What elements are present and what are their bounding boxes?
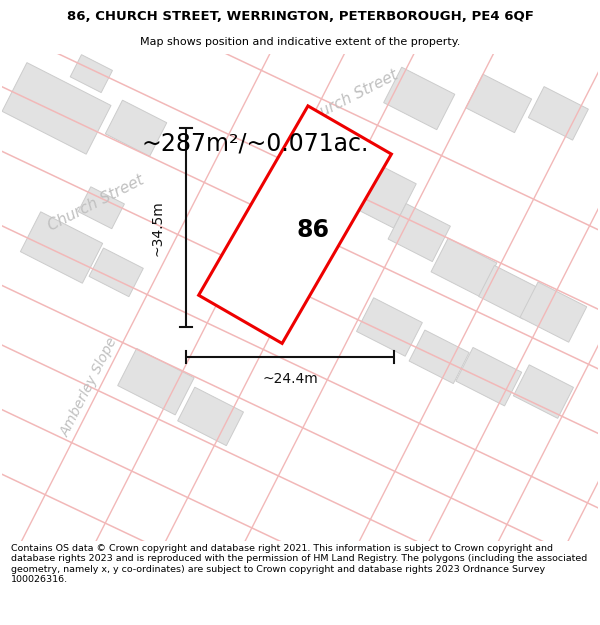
Text: 86, CHURCH STREET, WERRINGTON, PETERBOROUGH, PE4 6QF: 86, CHURCH STREET, WERRINGTON, PETERBORO… (67, 9, 533, 22)
Polygon shape (70, 54, 112, 92)
Polygon shape (409, 330, 469, 384)
Polygon shape (118, 348, 194, 415)
Text: Church Street: Church Street (299, 68, 400, 129)
Polygon shape (356, 298, 422, 356)
Polygon shape (323, 148, 416, 228)
Polygon shape (199, 106, 391, 343)
Polygon shape (431, 238, 497, 297)
Polygon shape (178, 388, 244, 446)
Polygon shape (520, 282, 587, 342)
Text: Contains OS data © Crown copyright and database right 2021. This information is : Contains OS data © Crown copyright and d… (11, 544, 587, 584)
Text: 86: 86 (296, 217, 329, 242)
Polygon shape (456, 348, 522, 406)
Text: Church Street: Church Street (46, 172, 147, 234)
Polygon shape (466, 74, 532, 132)
Polygon shape (89, 248, 143, 297)
Polygon shape (529, 87, 589, 140)
Text: ~287m²/~0.071ac.: ~287m²/~0.071ac. (142, 131, 369, 155)
Text: ~34.5m: ~34.5m (151, 200, 165, 256)
Polygon shape (78, 187, 124, 229)
Polygon shape (383, 68, 455, 130)
Polygon shape (388, 204, 451, 262)
Text: ~24.4m: ~24.4m (262, 372, 318, 386)
Text: Map shows position and indicative extent of the property.: Map shows position and indicative extent… (140, 37, 460, 47)
Polygon shape (479, 266, 539, 319)
Text: Amberley Slope: Amberley Slope (58, 335, 121, 439)
Polygon shape (514, 365, 574, 418)
Polygon shape (20, 212, 103, 283)
Polygon shape (106, 100, 167, 156)
Polygon shape (2, 62, 111, 154)
